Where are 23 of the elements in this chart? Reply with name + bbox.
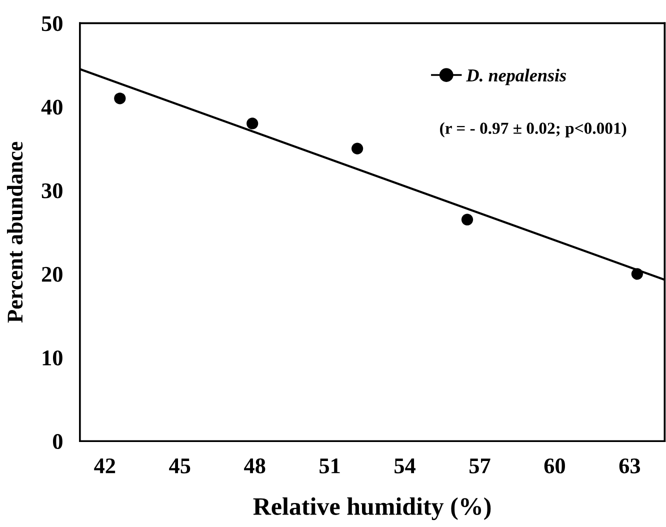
x-tick-label: 60	[544, 458, 565, 474]
point	[631, 268, 643, 280]
x-tick-label: 42	[94, 458, 116, 474]
x-axis-title: Relative humidity (%)	[253, 497, 491, 520]
x-tick-label: 63	[619, 458, 640, 474]
legend-label: D. nepalensis	[466, 68, 566, 86]
point	[246, 118, 258, 130]
point	[461, 214, 474, 226]
y-tick-label: 40	[41, 100, 62, 115]
x-tick-label: 48	[244, 458, 266, 474]
y-tick-label: 30	[42, 183, 62, 198]
y-tick-label: 10	[42, 350, 62, 366]
y-tick-label: 0	[52, 434, 62, 450]
point	[351, 142, 364, 154]
x-tick-label: 51	[320, 458, 340, 474]
point	[114, 92, 126, 104]
y-axis-title: Percent abundance	[6, 142, 23, 323]
y-tick-label: 20	[42, 266, 62, 282]
x-tick-label: 57	[470, 458, 490, 474]
y-tick-label: 50	[42, 16, 62, 32]
x-tick-label: 54	[394, 458, 416, 474]
x-tick-label: 45	[169, 458, 190, 474]
annotation: (r = - 0.97 ± 0.02; p<0.001)	[440, 122, 626, 138]
